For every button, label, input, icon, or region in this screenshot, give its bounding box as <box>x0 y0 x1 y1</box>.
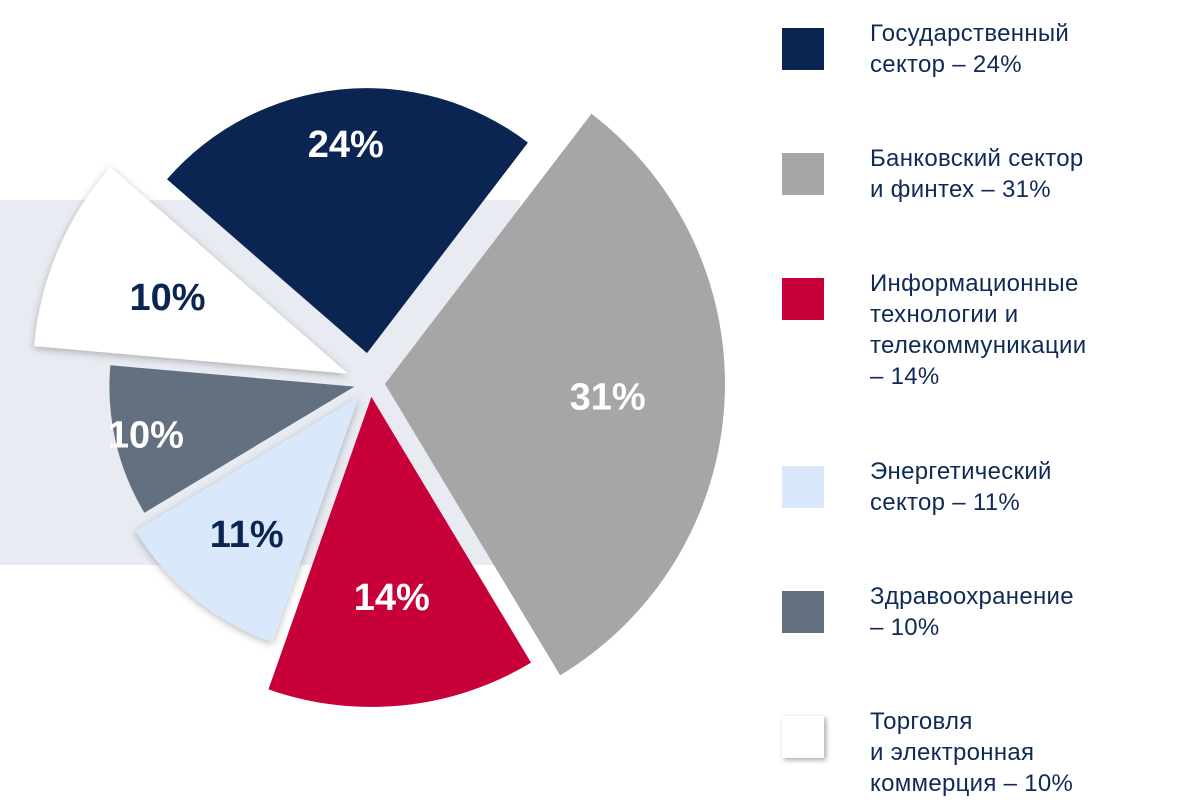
slice-value-label: 10% <box>129 277 205 319</box>
legend-swatch <box>782 591 824 633</box>
legend-label: Банковский сектор и финтех – 31% <box>870 145 1084 203</box>
legend-swatch <box>782 28 824 70</box>
slice-value-label: 14% <box>354 577 430 619</box>
pie-slice <box>109 365 355 513</box>
slice-value-label: 10% <box>108 415 184 457</box>
slice-value-label: 31% <box>570 376 646 418</box>
legend-swatch <box>782 716 824 758</box>
slice-value-label: 24% <box>308 124 384 166</box>
pie-chart: 24% 31% 14% 11% 10% 10% <box>34 88 725 707</box>
legend-label: Здравоохранение – 10% <box>870 583 1074 641</box>
legend-swatch <box>782 153 824 195</box>
pie-slice <box>268 396 532 707</box>
legend-label: Информационные технологии и телекоммуник… <box>870 270 1087 390</box>
legend-label: Государственный сектор – 24% <box>870 20 1070 78</box>
pie-slice <box>384 113 725 676</box>
pie-slice <box>135 396 359 643</box>
pie-slice <box>34 166 348 374</box>
slice-value-label: 11% <box>210 514 284 556</box>
legend-label: Энергетический сектор – 11% <box>870 458 1052 516</box>
legend-swatch <box>782 278 824 320</box>
legend-label: Торговля и электронная коммерция – 10% <box>870 708 1074 797</box>
legend-swatch <box>782 466 824 508</box>
pie-slice <box>166 88 528 354</box>
